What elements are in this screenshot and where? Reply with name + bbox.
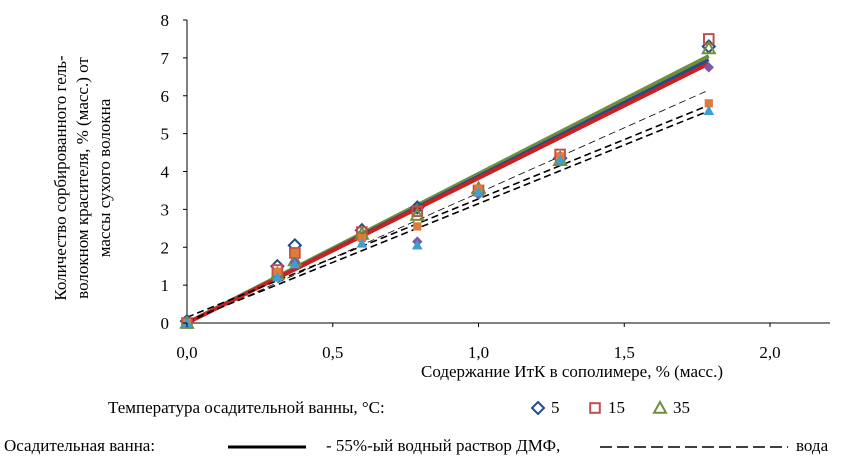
y-tick-label: 1 xyxy=(161,276,170,295)
triangle-open-icon xyxy=(652,400,668,414)
data-point-series-5 xyxy=(356,237,368,248)
legend-item-35: 35 xyxy=(652,398,690,418)
legend-item-label: 35 xyxy=(673,398,690,417)
square-open-icon xyxy=(589,402,601,414)
data-point-series-4 xyxy=(290,248,299,258)
tick-labels: 0 1 2 3 4 5 6 7 8 0,0 0,5 1,0 1,5 2,0 xyxy=(161,11,781,362)
trendline-dashed xyxy=(186,110,710,322)
data-point-series-2 xyxy=(701,40,717,55)
solid-line-legend-icon xyxy=(228,445,306,449)
data-point-series-1 xyxy=(411,205,424,218)
x-tick-label: 2,0 xyxy=(759,343,780,362)
bath-legend-label: Осадительная ванна: xyxy=(4,436,156,455)
trendline-solid xyxy=(186,61,710,325)
y-tick-label: 0 xyxy=(161,314,170,333)
y-tick-label: 4 xyxy=(161,163,170,182)
y-tick-label: 2 xyxy=(161,238,170,257)
square-open-marker xyxy=(589,402,601,414)
data-point-series-5 xyxy=(411,239,423,250)
triangle-open-marker xyxy=(652,400,668,414)
diamond-open-marker xyxy=(530,400,546,416)
x-tick-label: 0,5 xyxy=(322,343,343,362)
y-tick-label: 8 xyxy=(161,11,170,30)
data-point-series-5 xyxy=(703,105,715,115)
chart-area: 0 1 2 3 4 5 6 7 8 0,0 0,5 1,0 1,5 2,0 Содержание ИтК … xyxy=(51,11,830,381)
legend-item-label: 15 xyxy=(608,398,625,417)
legend-item-label: 5 xyxy=(551,398,560,417)
diamond-open-icon xyxy=(530,400,546,416)
trendlines xyxy=(186,54,710,325)
legend-item-15: 15 xyxy=(587,398,625,418)
bath-dmf-label: - 55%-ый водный раствор ДМФ, xyxy=(326,436,561,455)
data-point-series-2 xyxy=(409,206,425,221)
data-point-series-4 xyxy=(413,222,422,231)
y-axis-label: Количество сорбированного гель-волокном … xyxy=(51,55,114,301)
trendline-dashed xyxy=(186,104,710,319)
data-point-series-3 xyxy=(703,62,714,73)
y-tick-label: 3 xyxy=(161,200,170,219)
y-tick-label: 6 xyxy=(161,87,170,106)
y-tick-label: 7 xyxy=(161,49,170,68)
legend-item-5: 5 xyxy=(530,398,560,418)
data-point-series-5 xyxy=(473,186,484,197)
y-tick-label: 5 xyxy=(161,125,170,144)
temperature-legend-label: Температура осадительной ванны, °С: xyxy=(108,398,385,417)
data-point-series-5 xyxy=(554,154,566,165)
x-tick-label: 1,0 xyxy=(468,343,489,362)
x-tick-label: 0,0 xyxy=(176,343,197,362)
data-points xyxy=(179,33,717,329)
data-point-series-5 xyxy=(289,258,301,269)
x-axis-label: Содержание ИтК в сополимере, % (масс.) xyxy=(421,362,723,381)
trendline-dashed xyxy=(186,89,709,324)
bath-water-label: вода xyxy=(796,436,829,455)
x-tick-label: 1,5 xyxy=(614,343,635,362)
dashed-line-legend-icon xyxy=(600,446,788,448)
data-point-series-5 xyxy=(272,272,283,282)
